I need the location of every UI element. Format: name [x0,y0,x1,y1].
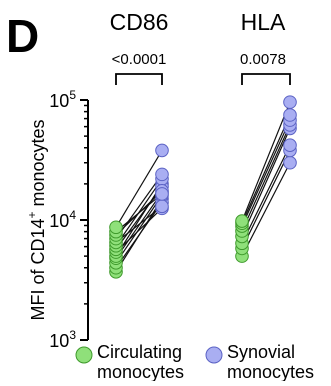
data-points [109,95,297,279]
y-tick-label: 104 [49,208,76,231]
legend-label: Circulating [97,342,182,362]
y-tick-base: 10 [49,331,69,351]
point-synovial [283,155,297,170]
pair-line [241,119,291,227]
y-tick-exponent: 5 [69,88,76,102]
pair-line [241,162,291,257]
pair-line [115,205,163,243]
y-axis-label: MFI of CD14+ monocytes [25,119,48,320]
point-circulating [109,220,123,235]
pair-line [241,124,291,232]
point-synovial [283,138,297,153]
pair-line [115,150,163,228]
y-axis-label-part: + [25,212,39,219]
y-tick-label: 105 [49,88,76,111]
legend-label: Synovial [227,342,295,362]
y-tick-base: 10 [49,211,69,231]
p-value-label: 0.0078 [240,51,286,68]
point-synovial [155,143,169,158]
legend-marker [205,346,223,364]
y-tick-exponent: 4 [69,208,76,222]
pair-line [115,202,163,269]
pair-line [115,186,163,250]
point-synovial [283,95,297,109]
pair-line [115,192,163,259]
y-axis-label-part: monocytes [28,119,48,211]
significance-bracket [115,73,163,85]
pair-line [241,128,291,237]
point-synovial [155,187,169,201]
group-title: HLA [241,9,286,35]
y-tick-exponent: 3 [69,328,76,342]
legend-label: monocytes [227,362,314,381]
point-synovial [155,167,169,182]
group-title: CD86 [110,9,169,35]
pair-lines [115,101,291,273]
point-circulating [235,214,249,228]
pair-line [241,114,291,224]
group-titles: CD86 HLA [110,9,286,35]
y-tick-base: 10 [49,91,69,111]
legend-label: monocytes [97,362,184,381]
point-synovial [283,108,297,122]
panel-label: D [6,10,39,62]
pair-line [241,101,291,222]
legend-marker [75,346,93,364]
pair-line [115,195,163,264]
pair-line [115,207,163,253]
pair-line [115,193,163,233]
y-axis-label-part: MFI of CD14 [28,219,48,321]
significance-brackets: <0.0001 0.0078 [112,51,291,85]
point-synovial [155,199,169,214]
pair-line [241,150,291,249]
p-value-label: <0.0001 [112,51,167,68]
y-tick-label: 103 [49,328,76,351]
pair-line [241,144,291,244]
significance-bracket [241,73,291,85]
